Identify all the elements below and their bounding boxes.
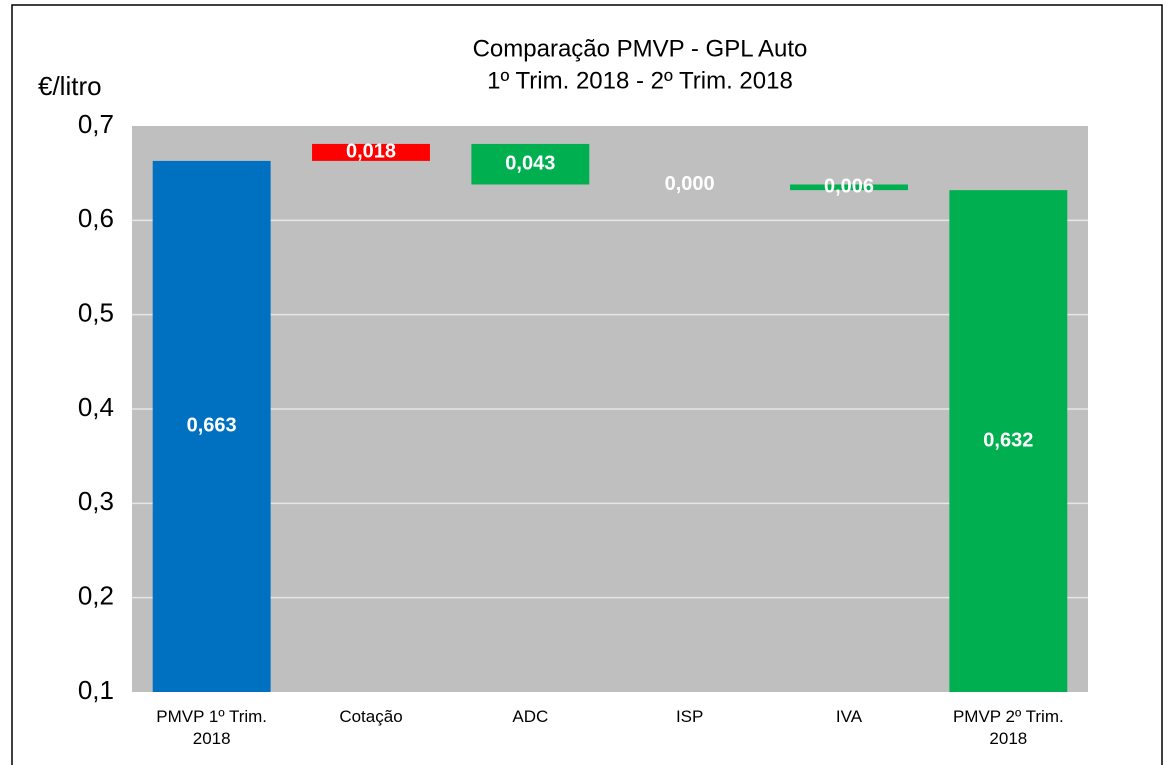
x-tick-label: PMVP 1º Trim. 2018 [156, 707, 268, 748]
y-tick-label: 0,2 [78, 581, 114, 611]
value-label: 0,000 [665, 173, 715, 195]
bar [312, 143, 430, 161]
x-tick-label: PMVP 2º Trim. 2018 [952, 707, 1064, 748]
y-tick-label: 0,3 [78, 486, 114, 516]
value-label: 0,006 [824, 176, 874, 198]
x-tick-label: Cotação [339, 707, 403, 726]
chart-frame [11, 4, 1163, 765]
x-tick-label: IVA [835, 707, 863, 726]
y-tick-label: 0,5 [78, 298, 114, 328]
y-tick-label: 0,7 [78, 109, 114, 139]
y-tick-label: 0,4 [78, 392, 114, 422]
x-tick-label: ISP [675, 707, 704, 726]
y-axis-label: €/litro [38, 71, 102, 101]
value-label: 0,632 [983, 429, 1033, 451]
bar [949, 190, 1068, 692]
x-tick-label: ADC [512, 707, 549, 726]
chart-subtitle: 1º Trim. 2018 - 2º Trim. 2018 [487, 67, 793, 94]
y-tick-label: 0,1 [78, 675, 114, 705]
bar [471, 143, 590, 185]
bar [152, 160, 271, 693]
y-tick-label: 0,6 [78, 203, 114, 233]
bar [790, 184, 908, 191]
chart-title: Comparação PMVP - GPL Auto [473, 35, 808, 62]
value-label: 0,018 [346, 141, 396, 163]
value-label: 0,663 [187, 415, 237, 437]
value-label: 0,043 [505, 152, 555, 174]
